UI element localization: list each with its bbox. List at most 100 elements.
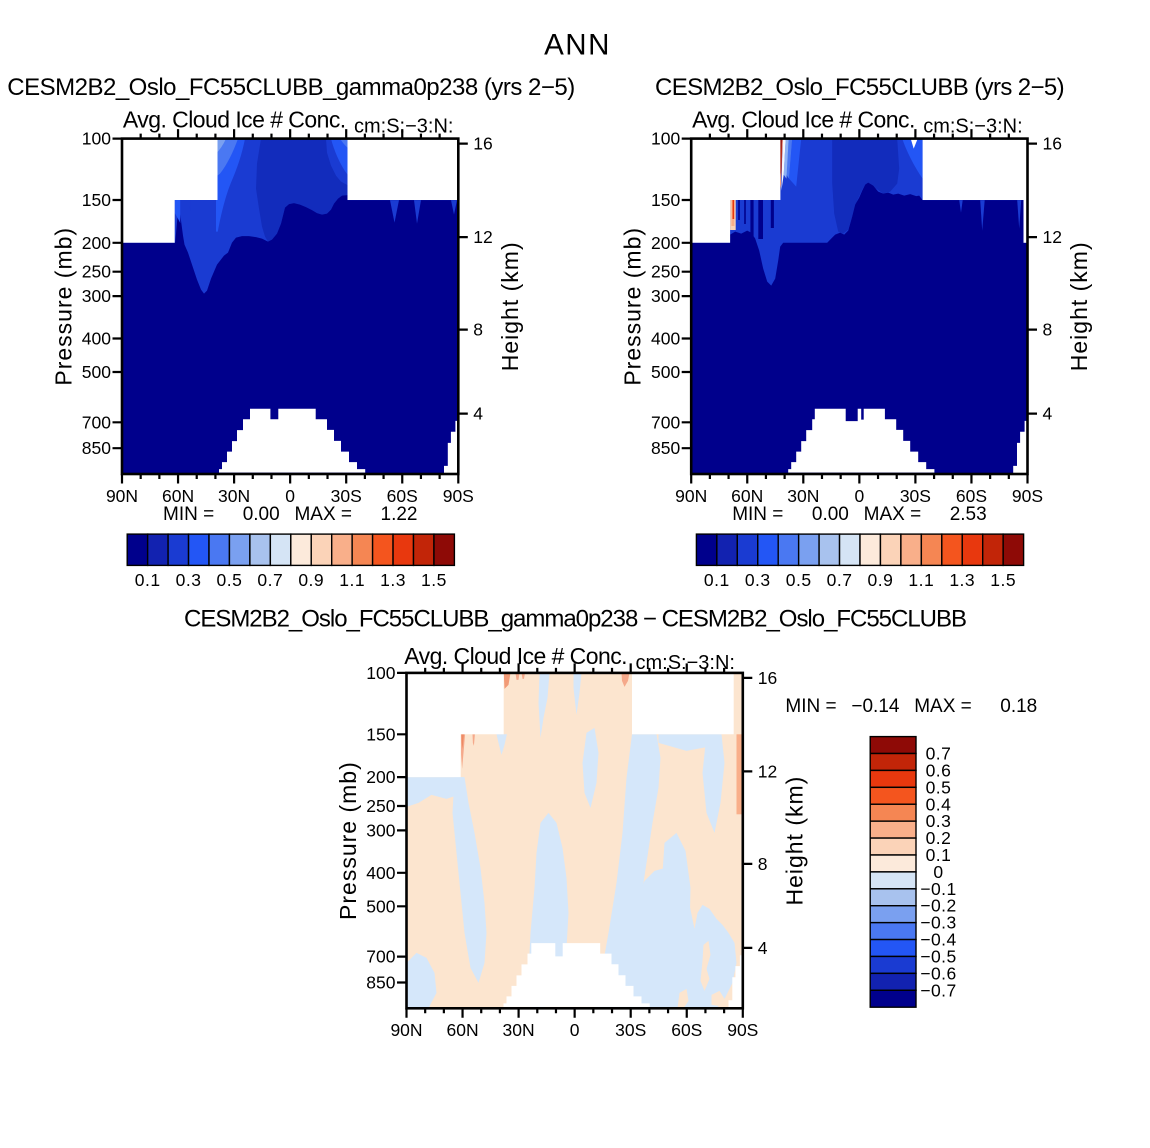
svg-text:300: 300	[82, 286, 111, 306]
svg-text:500: 500	[82, 362, 111, 382]
svg-text:100: 100	[366, 663, 395, 683]
svg-text:12: 12	[1043, 227, 1062, 247]
svg-text:30S: 30S	[615, 1020, 646, 1040]
svg-text:CESM2B2_Oslo_FC55CLUBB_gamma0p: CESM2B2_Oslo_FC55CLUBB_gamma0p238 − CESM…	[184, 606, 966, 633]
svg-text:200: 200	[651, 233, 680, 253]
svg-text:0.9: 0.9	[298, 570, 324, 590]
svg-text:MIN = 0.00 MAX = 2.53: MIN = 0.00 MAX = 2.53	[732, 504, 987, 525]
svg-text:4: 4	[473, 404, 483, 424]
svg-text:Avg. Cloud Ice # Conc.: Avg. Cloud Ice # Conc.	[123, 107, 346, 133]
svg-text:Height (km): Height (km)	[781, 776, 807, 906]
svg-text:60S: 60S	[671, 1020, 702, 1040]
svg-text:12: 12	[473, 227, 492, 247]
svg-text:cm:S:−3:N:: cm:S:−3:N:	[636, 652, 735, 674]
svg-text:700: 700	[366, 947, 395, 967]
svg-text:Height (km): Height (km)	[1066, 241, 1092, 371]
svg-text:Avg. Cloud Ice # Conc.: Avg. Cloud Ice # Conc.	[404, 643, 627, 669]
svg-text:400: 400	[366, 863, 395, 883]
svg-text:Pressure (mb): Pressure (mb)	[620, 227, 646, 386]
svg-text:0.1: 0.1	[135, 570, 161, 590]
svg-text:4: 4	[758, 938, 768, 958]
svg-text:200: 200	[366, 767, 395, 787]
svg-text:850: 850	[366, 973, 395, 993]
svg-text:0.5: 0.5	[926, 777, 952, 797]
svg-text:90S: 90S	[443, 486, 474, 506]
svg-text:0.7: 0.7	[926, 744, 952, 764]
svg-text:CESM2B2_Oslo_FC55CLUBB (yrs 2−: CESM2B2_Oslo_FC55CLUBB (yrs 2−5)	[655, 74, 1064, 101]
svg-text:60N: 60N	[162, 486, 194, 506]
svg-text:90S: 90S	[727, 1020, 758, 1040]
svg-text:0.5: 0.5	[786, 570, 812, 590]
svg-text:1.3: 1.3	[949, 570, 975, 590]
svg-text:60S: 60S	[956, 486, 987, 506]
svg-text:1.1: 1.1	[908, 570, 934, 590]
svg-text:−0.4: −0.4	[920, 930, 957, 950]
svg-text:1.5: 1.5	[421, 570, 447, 590]
svg-text:30S: 30S	[331, 486, 362, 506]
svg-text:Pressure (mb): Pressure (mb)	[335, 761, 361, 920]
svg-text:16: 16	[758, 668, 777, 688]
svg-text:90N: 90N	[390, 1020, 422, 1040]
svg-text:90S: 90S	[1012, 486, 1043, 506]
svg-text:8: 8	[1043, 320, 1053, 340]
svg-text:−0.2: −0.2	[920, 896, 957, 916]
svg-text:0.1: 0.1	[926, 845, 952, 865]
svg-text:250: 250	[651, 262, 680, 282]
svg-text:0.7: 0.7	[257, 570, 283, 590]
svg-text:0.4: 0.4	[926, 794, 952, 814]
svg-text:500: 500	[651, 362, 680, 382]
svg-text:1.3: 1.3	[380, 570, 406, 590]
svg-text:0.9: 0.9	[868, 570, 894, 590]
svg-text:Pressure (mb): Pressure (mb)	[51, 227, 77, 386]
svg-text:30N: 30N	[787, 486, 819, 506]
svg-text:850: 850	[82, 438, 111, 458]
svg-text:−0.7: −0.7	[920, 980, 957, 1000]
svg-text:0: 0	[855, 486, 865, 506]
svg-text:150: 150	[82, 190, 111, 210]
svg-text:90N: 90N	[675, 486, 707, 506]
svg-text:400: 400	[651, 329, 680, 349]
svg-text:0.3: 0.3	[926, 811, 952, 831]
svg-text:300: 300	[366, 820, 395, 840]
svg-text:cm:S:−3:N:: cm:S:−3:N:	[354, 116, 453, 138]
svg-text:8: 8	[473, 320, 483, 340]
svg-text:12: 12	[758, 761, 777, 781]
svg-text:0.2: 0.2	[926, 828, 952, 848]
svg-text:−0.3: −0.3	[920, 913, 957, 933]
svg-text:0.5: 0.5	[217, 570, 243, 590]
svg-text:30N: 30N	[218, 486, 250, 506]
svg-text:4: 4	[1043, 404, 1053, 424]
svg-text:Height (km): Height (km)	[497, 241, 523, 371]
svg-text:8: 8	[758, 854, 768, 874]
svg-text:1.5: 1.5	[990, 570, 1016, 590]
svg-text:1.1: 1.1	[339, 570, 365, 590]
svg-text:MIN = 0.00 MAX = 1.22: MIN = 0.00 MAX = 1.22	[163, 504, 418, 525]
svg-text:150: 150	[651, 190, 680, 210]
svg-text:60N: 60N	[731, 486, 763, 506]
svg-text:200: 200	[82, 233, 111, 253]
svg-text:CESM2B2_Oslo_FC55CLUBB_gamma0p: CESM2B2_Oslo_FC55CLUBB_gamma0p238 (yrs 2…	[7, 74, 574, 101]
svg-text:−0.6: −0.6	[920, 963, 957, 983]
svg-text:ANN: ANN	[544, 29, 611, 62]
svg-text:0: 0	[570, 1020, 580, 1040]
svg-text:0.1: 0.1	[704, 570, 730, 590]
svg-text:MIN = −0.14 MAX = 0.18: MIN = −0.14 MAX = 0.18	[785, 696, 1037, 717]
svg-text:−0.1: −0.1	[920, 879, 957, 899]
svg-text:250: 250	[366, 796, 395, 816]
svg-text:Avg. Cloud Ice # Conc.: Avg. Cloud Ice # Conc.	[692, 107, 915, 133]
svg-text:0.7: 0.7	[827, 570, 853, 590]
svg-text:500: 500	[366, 896, 395, 916]
svg-text:100: 100	[82, 129, 111, 149]
svg-text:400: 400	[82, 329, 111, 349]
svg-text:0.3: 0.3	[745, 570, 771, 590]
svg-text:0.3: 0.3	[176, 570, 202, 590]
svg-text:850: 850	[651, 438, 680, 458]
svg-text:100: 100	[651, 129, 680, 149]
svg-text:700: 700	[82, 412, 111, 432]
svg-text:0: 0	[933, 862, 943, 882]
svg-text:0.6: 0.6	[926, 760, 952, 780]
svg-text:16: 16	[473, 134, 492, 154]
svg-text:cm:S:−3:N:: cm:S:−3:N:	[923, 116, 1022, 138]
svg-text:300: 300	[651, 286, 680, 306]
svg-text:30N: 30N	[503, 1020, 535, 1040]
